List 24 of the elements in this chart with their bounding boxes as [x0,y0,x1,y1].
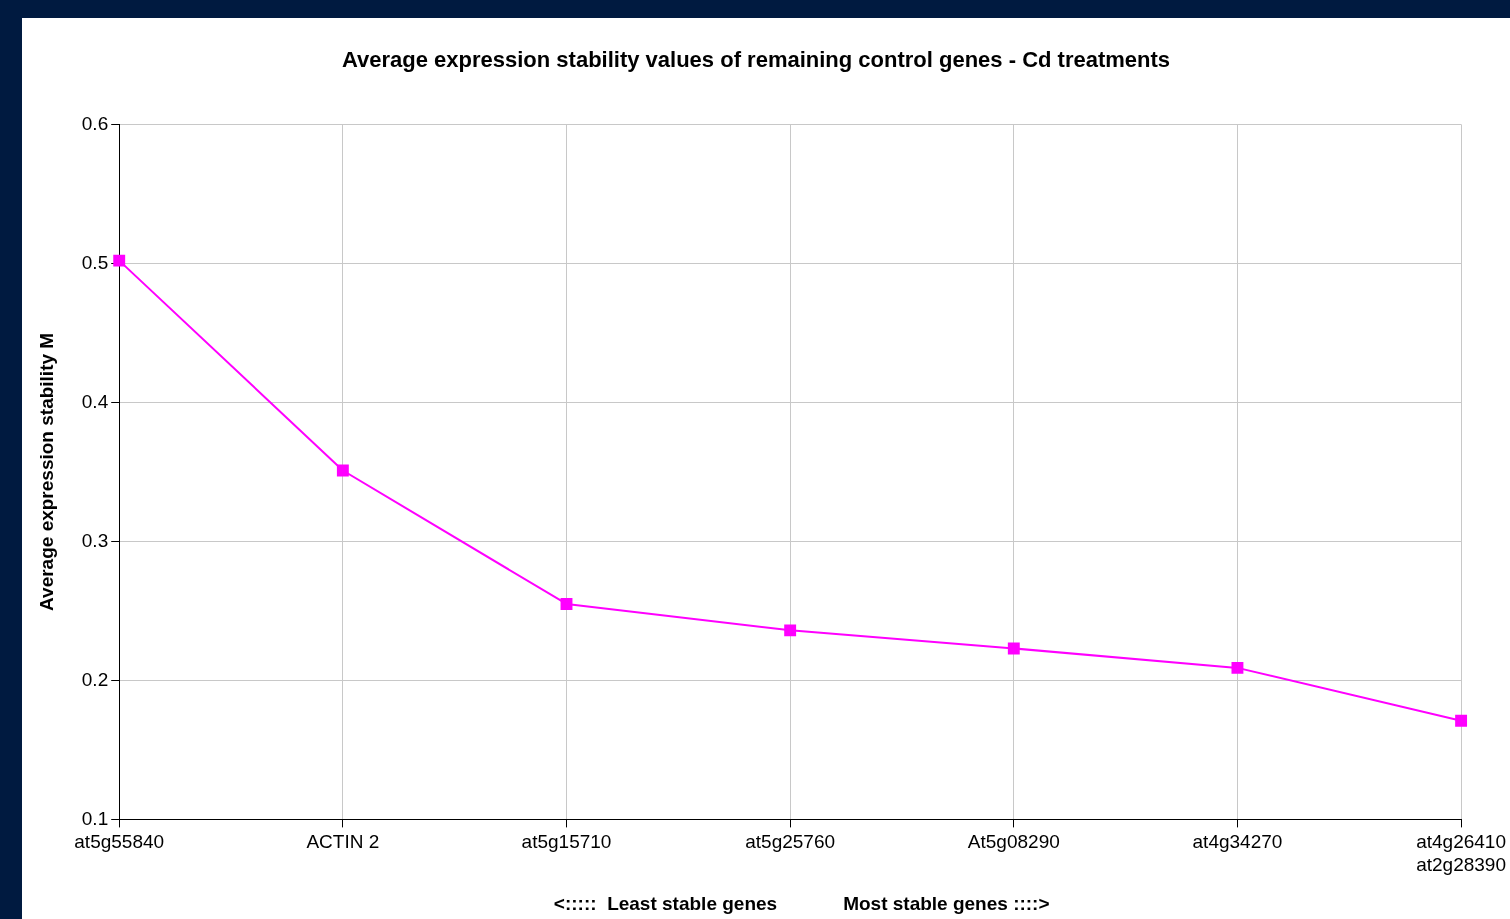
y-tick-label: 0.4 [81,390,109,412]
y-tick-label: 0.2 [81,668,109,690]
point [1007,642,1020,655]
y-tick-label: 0.1 [81,807,109,829]
x-tick-label: at5g55840 [74,831,165,853]
x-tick-label: ACTIN 2 [306,831,380,853]
text: Most stable genes ::::> [843,893,1050,915]
y-axis-title: Average expression stability M [35,332,57,611]
point [560,598,573,610]
point [336,464,349,477]
point [1231,661,1244,674]
chart-title: Average expression stability values of remaining control genes - Cd treatments [341,47,1171,73]
x-tick-label: At5g08290 [967,831,1060,853]
point [113,254,126,267]
text: <::::: Least stable genes [553,893,778,915]
y-tick-label: 0.6 [81,112,109,134]
x-tick-label: at5g15710 [521,831,612,853]
x-tick-label: at4g34270 [1192,831,1283,853]
x-tick-label: at4g26410 at2g28390 [1416,831,1507,875]
point [784,624,797,637]
y-tick-label: 0.3 [81,529,109,551]
y-tick-label: 0.5 [81,251,109,273]
point [1455,714,1468,727]
x-tick-label: at5g25760 [745,831,836,853]
